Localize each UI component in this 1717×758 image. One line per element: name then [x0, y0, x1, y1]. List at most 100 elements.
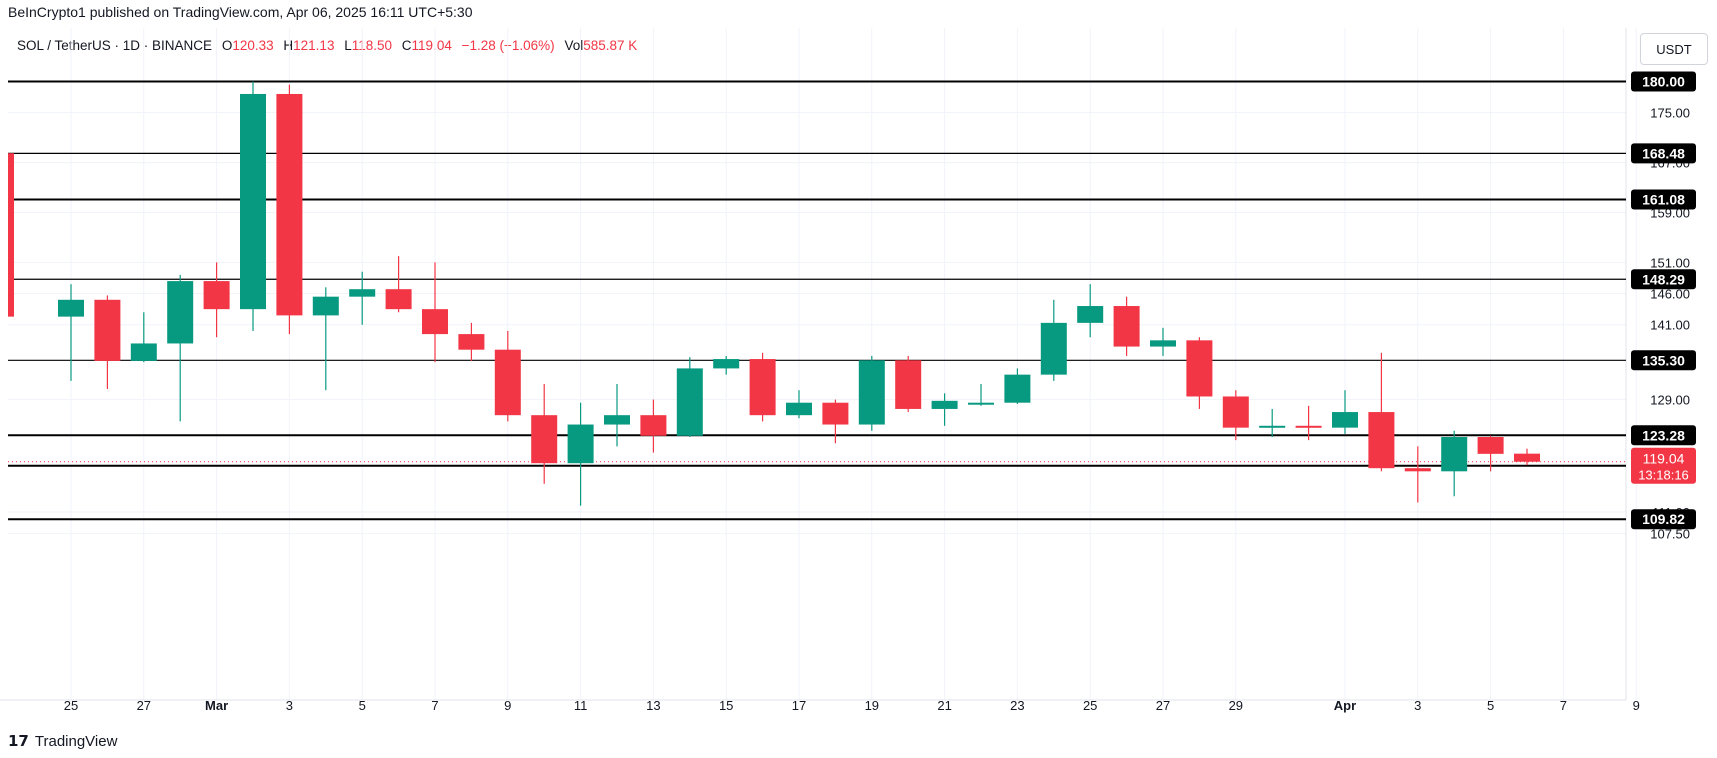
- x-tick-label: 15: [719, 698, 733, 713]
- candle-body[interactable]: [713, 359, 740, 369]
- y-tick-label: 146.00: [1650, 287, 1690, 302]
- close-value: 119.04: [411, 38, 452, 53]
- candle-body[interactable]: [1259, 425, 1286, 428]
- y-tick-label: 175.00: [1650, 106, 1690, 121]
- level-label: 148.29: [1642, 271, 1685, 287]
- candle-body[interactable]: [240, 93, 266, 310]
- level-label: 109.82: [1642, 511, 1685, 527]
- candle-body[interactable]: [1441, 437, 1468, 472]
- level-label-box: [1631, 350, 1696, 371]
- candle-body[interactable]: [640, 415, 667, 436]
- symbol-legend: SOL / TetherUS · 1D · BINANCE O120.33 H1…: [17, 38, 637, 53]
- candle-body[interactable]: [130, 343, 157, 361]
- x-tick-label: Apr: [1334, 698, 1356, 713]
- level-label: 168.48: [1642, 145, 1685, 161]
- y-tick-label: 129.00: [1650, 393, 1690, 408]
- last-price-label-box: [1631, 447, 1696, 484]
- candle-body[interactable]: [1186, 340, 1213, 397]
- candle-body[interactable]: [1332, 412, 1358, 428]
- candle-body[interactable]: [1368, 412, 1395, 469]
- candle-body[interactable]: [58, 299, 84, 317]
- candle-body[interactable]: [604, 415, 630, 425]
- candle-body[interactable]: [895, 360, 922, 409]
- level-label-box: [1631, 143, 1696, 164]
- candle-body[interactable]: [858, 360, 885, 425]
- open-value: 120.33: [232, 38, 274, 53]
- candle-body[interactable]: [676, 368, 703, 436]
- candle-body[interactable]: [567, 424, 594, 464]
- high-value: 121.13: [293, 38, 335, 53]
- x-tick-label: 25: [64, 698, 78, 713]
- candle-body[interactable]: [494, 349, 521, 416]
- x-tick-label: 3: [1414, 698, 1421, 713]
- x-tick-label: 27: [137, 698, 151, 713]
- level-label-box: [1631, 269, 1696, 290]
- volume-label: Vol: [564, 38, 584, 53]
- low-label: L: [344, 38, 352, 53]
- candle-body[interactable]: [1477, 437, 1504, 454]
- x-tick-label: 9: [504, 698, 511, 713]
- x-tick-label: 3: [286, 698, 293, 713]
- level-label-box: [1631, 189, 1696, 210]
- candle-body[interactable]: [1113, 306, 1140, 347]
- y-tick-label: 141.00: [1650, 318, 1690, 333]
- candle-body[interactable]: [312, 296, 339, 316]
- candle-body[interactable]: [1404, 468, 1431, 472]
- x-tick-label: Mar: [205, 698, 228, 713]
- x-tick-label: 7: [1560, 698, 1567, 713]
- candle-body[interactable]: [531, 415, 558, 464]
- level-label-box: [1631, 509, 1696, 530]
- x-tick-label: 7: [431, 698, 438, 713]
- candle-body-partial: [8, 153, 14, 317]
- level-label-box: [1631, 425, 1696, 446]
- candle-body[interactable]: [349, 289, 376, 297]
- open-label: O: [221, 38, 233, 53]
- x-tick-label: 17: [792, 698, 806, 713]
- candle-body[interactable]: [1222, 396, 1249, 428]
- x-tick-label: 5: [1487, 698, 1494, 713]
- last-price-label: 119.04: [1643, 451, 1685, 467]
- countdown-label: 13:18:16: [1638, 468, 1689, 483]
- x-tick-label: 27: [1156, 698, 1170, 713]
- candle-body[interactable]: [1004, 374, 1031, 403]
- candle-body[interactable]: [968, 402, 994, 405]
- tradingview-brand: TradingView: [34, 732, 118, 750]
- candle-body[interactable]: [1040, 322, 1067, 375]
- candle-body[interactable]: [1295, 425, 1322, 428]
- close-label: C: [401, 38, 412, 53]
- y-tick-label: 151.00: [1650, 255, 1690, 270]
- level-label: 123.28: [1642, 427, 1685, 443]
- candle-body[interactable]: [1514, 453, 1540, 462]
- y-tick-label: 107.50: [1650, 527, 1690, 542]
- x-tick-label: 21: [937, 698, 951, 713]
- x-tick-label: 9: [1633, 698, 1640, 713]
- tradingview-logo-icon: 𝟭𝟳: [8, 733, 29, 750]
- candle-body[interactable]: [1077, 306, 1104, 323]
- candle-body[interactable]: [276, 93, 303, 316]
- candle-body[interactable]: [167, 281, 194, 344]
- level-label: 161.08: [1642, 192, 1685, 208]
- tradingview-footer[interactable]: 𝟭𝟳 TradingView: [8, 732, 118, 751]
- candle-body[interactable]: [749, 359, 776, 416]
- x-tick-label: 23: [1010, 698, 1024, 713]
- candle-body[interactable]: [1150, 340, 1176, 347]
- candle-body[interactable]: [931, 400, 958, 409]
- candle-body[interactable]: [94, 299, 121, 361]
- x-tick-label: 19: [865, 698, 879, 713]
- candle-body[interactable]: [203, 281, 230, 310]
- symbol-label[interactable]: SOL / TetherUS · 1D · BINANCE: [17, 38, 213, 53]
- candle-body[interactable]: [458, 334, 485, 350]
- x-tick-label: 25: [1083, 698, 1097, 713]
- candle-body[interactable]: [786, 402, 812, 416]
- x-tick-label: 11: [574, 698, 588, 713]
- x-tick-label: 13: [646, 698, 660, 713]
- high-label: H: [283, 38, 294, 53]
- level-label: 135.30: [1642, 352, 1685, 368]
- candle-body[interactable]: [385, 289, 412, 310]
- candle-body[interactable]: [422, 309, 448, 335]
- candle-body[interactable]: [822, 402, 849, 425]
- level-label-box: [1631, 71, 1696, 92]
- x-tick-label: 29: [1229, 698, 1243, 713]
- currency-button[interactable]: USDT: [1640, 33, 1708, 65]
